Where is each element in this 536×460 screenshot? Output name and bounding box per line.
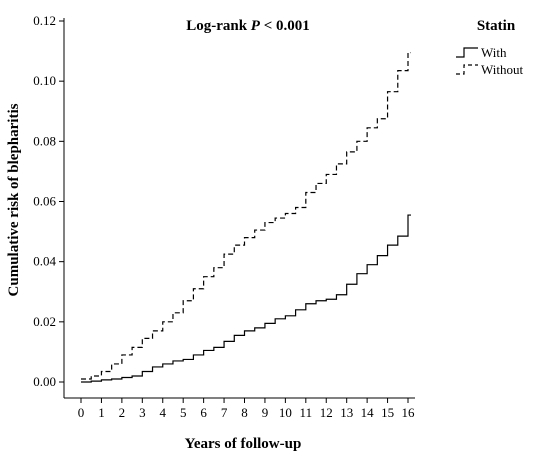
legend-label-with: With — [481, 45, 507, 60]
x-tick-label: 3 — [139, 405, 146, 420]
legend: With Without — [456, 45, 523, 77]
legend-title: Statin — [477, 18, 516, 34]
x-tick-label: 7 — [221, 405, 228, 420]
x-tick-label: 6 — [200, 405, 207, 420]
logrank-suffix: < 0.001 — [260, 18, 310, 34]
y-tick-label: 0.08 — [33, 133, 56, 148]
y-tick-label: 0.10 — [33, 73, 56, 88]
x-tick-label: 5 — [180, 405, 187, 420]
x-axis-title: Years of follow-up — [185, 436, 302, 452]
x-tick-label: 13 — [340, 405, 353, 420]
x-tick-label: 9 — [262, 405, 269, 420]
x-tick-label: 12 — [320, 405, 333, 420]
x-tick-label: 2 — [119, 405, 126, 420]
series-group — [81, 51, 411, 383]
x-tick-label: 11 — [300, 405, 313, 420]
logrank-p: P — [251, 18, 261, 34]
legend-swatch-with — [456, 47, 478, 58]
legend-label-without: Without — [481, 62, 523, 77]
axes: 0.000.020.040.060.080.100.120 1 2 3 4 5 6 7 8 9 10… — [33, 13, 415, 420]
y-tick-label: 0.12 — [33, 13, 56, 28]
x-tick-label: 16 — [402, 405, 416, 420]
x-tick-label: 1 — [98, 405, 105, 420]
y-tick-label: 0.06 — [33, 194, 56, 209]
x-tick-label: 0 — [78, 405, 85, 420]
x-tick-label: 8 — [241, 405, 248, 420]
y-tick-label: 0.04 — [33, 254, 56, 269]
y-tick-label: 0.02 — [33, 314, 56, 329]
legend-swatch-without — [456, 64, 478, 75]
logrank-annotation: Log-rank P < 0.001 — [186, 18, 310, 34]
series-line-with — [81, 214, 411, 383]
x-tick-label: 14 — [361, 405, 375, 420]
x-tick-label: 15 — [381, 405, 394, 420]
logrank-prefix: Log-rank — [186, 18, 251, 34]
y-axis-title: Cumulative risk of blepharitis — [6, 103, 22, 296]
series-line-without — [81, 51, 411, 380]
x-tick-label: 10 — [279, 405, 292, 420]
y-tick-label: 0.00 — [33, 374, 56, 389]
x-tick-label: 4 — [160, 405, 167, 420]
